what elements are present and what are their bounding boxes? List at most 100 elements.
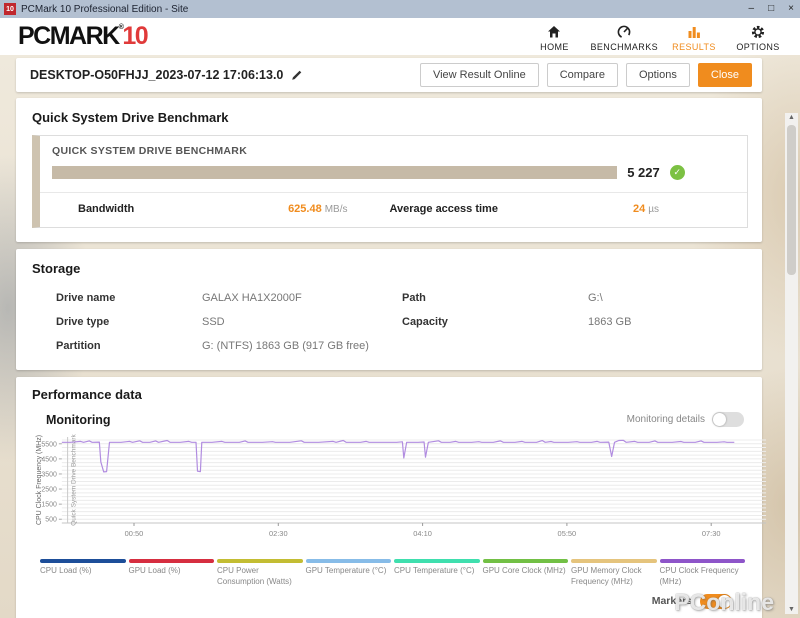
chart-legend: CPU Load (%) GPU Load (%) CPU Power Consum… [40, 559, 748, 588]
divider [40, 192, 747, 193]
toggle-knob [718, 594, 731, 608]
close-result-button[interactable]: Close [697, 63, 752, 87]
svg-text:02:30: 02:30 [269, 529, 288, 538]
monitoring-details-label: Monitoring details [626, 414, 705, 425]
field-label: Drive type [56, 316, 110, 328]
svg-text:4500: 4500 [41, 456, 57, 463]
legend-item[interactable]: GPU Memory Clock Frequency (MHz) [571, 559, 657, 588]
svg-text:07:30: 07:30 [702, 529, 721, 538]
markers-label: Markers [651, 595, 692, 608]
compare-button[interactable]: Compare [546, 63, 618, 87]
field-value: GALAX HA1X2000F [202, 292, 302, 304]
maximize-button[interactable]: □ [768, 3, 775, 14]
storage-grid: Drive name GALAX HA1X2000F Path G:\ Driv… [56, 286, 748, 358]
view-result-online-button[interactable]: View Result Online [419, 63, 539, 87]
logo-number: 10 [122, 22, 148, 50]
edit-pencil-icon[interactable] [291, 69, 303, 81]
svg-text:5500: 5500 [41, 441, 57, 448]
legend-item[interactable]: GPU Core Clock (MHz) [482, 559, 568, 588]
scroll-up-arrow[interactable]: ▲ [788, 114, 795, 121]
svg-text:3500: 3500 [41, 471, 57, 478]
metric-label: Average access time [389, 203, 498, 215]
registered-mark: ® [118, 24, 124, 31]
options-button[interactable]: Options [625, 63, 690, 87]
score-bar [52, 166, 618, 179]
window-titlebar: 10 PCMark 10 Professional Edition - Site… [0, 0, 800, 18]
gauge-icon [616, 24, 632, 40]
svg-text:2500: 2500 [41, 487, 57, 494]
legend-item[interactable]: CPU Power Consumption (Watts) [217, 559, 303, 588]
legend-swatch [305, 559, 391, 563]
metric-value: 625.48 MB/s [288, 203, 347, 215]
benchmark-card: Quick System Drive Benchmark QUICK SYSTE… [16, 98, 762, 242]
legend-swatch [128, 559, 214, 563]
monitoring-chart[interactable]: 500 1500 2500 3500 4500 5500 00:50 02:30 04:10 05… [32, 431, 767, 557]
legend-item[interactable]: CPU Load (%) [40, 559, 126, 588]
result-header: DESKTOP-O50FHJJ_2023-07-12 17:06:13.0 Vi… [16, 58, 762, 92]
svg-text:CPU Clock Frequency (MHz): CPU Clock Frequency (MHz) [36, 435, 43, 525]
legend-item[interactable]: GPU Temperature (°C) [305, 559, 391, 588]
scrollbar[interactable]: ▲ ▼ [785, 113, 798, 614]
nav-results[interactable]: RESULTS [666, 22, 722, 52]
legend-item[interactable]: GPU Load (%) [128, 559, 214, 588]
legend-swatch [217, 559, 303, 563]
field-label: Partition [56, 340, 101, 352]
metric-number: 625.48 [288, 203, 322, 215]
app-icon: 10 [4, 3, 16, 15]
storage-section-title: Storage [32, 261, 81, 276]
markers-toggle[interactable] [700, 593, 732, 609]
nav-home[interactable]: HOME [526, 22, 582, 52]
field-value: 1863 GB [588, 316, 632, 328]
home-icon [546, 24, 562, 40]
legend-item[interactable]: CPU Temperature (°C) [394, 559, 480, 588]
line-chart-svg[interactable]: 500 1500 2500 3500 4500 5500 00:50 02:30 04:10 05… [32, 431, 772, 557]
pcmark-logo: PCMARK ® 10 [18, 22, 149, 51]
legend-label: GPU Core Clock (MHz) [482, 566, 566, 575]
legend-label: CPU Power Consumption (Watts) [217, 566, 292, 586]
legend-swatch [482, 559, 568, 563]
logo-text: PCMARK [18, 22, 120, 50]
field-label: Drive name [56, 292, 116, 304]
svg-text:04:10: 04:10 [413, 529, 432, 538]
nav-label: RESULTS [672, 41, 716, 52]
monitoring-details-toggle[interactable] [712, 412, 744, 427]
nav-options[interactable]: OPTIONS [730, 22, 786, 52]
metric-value: 24 µs [633, 203, 659, 215]
field-value: SSD [202, 316, 225, 328]
nav-label: HOME [540, 41, 569, 52]
nav-label: BENCHMARKS [590, 41, 658, 52]
performance-section-title: Performance data [32, 387, 142, 402]
check-icon: ✓ [669, 165, 685, 180]
scroll-down-arrow[interactable]: ▼ [788, 606, 795, 613]
app-header: PCMARK ® 10 HOME BENCHMARKS RESULTS OPTION… [0, 18, 800, 55]
pconline-watermark: PConline [674, 589, 774, 615]
svg-text:Quick System Drive Benchmark: Quick System Drive Benchmark [71, 433, 78, 525]
gear-icon [750, 24, 766, 40]
bar-chart-icon [686, 24, 702, 40]
benchmark-card-title: QUICK SYSTEM DRIVE BENCHMARK [52, 145, 248, 157]
svg-text:500: 500 [45, 517, 57, 524]
metric-bandwidth: Bandwidth 625.48 MB/s [78, 203, 348, 215]
nav-benchmarks[interactable]: BENCHMARKS [590, 22, 658, 52]
close-window-button[interactable]: × [788, 3, 794, 14]
metric-unit: MB/s [324, 204, 348, 215]
main-nav: HOME BENCHMARKS RESULTS OPTIONS [526, 22, 786, 52]
legend-label: GPU Temperature (°C) [305, 566, 387, 575]
nav-label: OPTIONS [736, 41, 780, 52]
metric-number: 24 [632, 203, 646, 215]
result-title: DESKTOP-O50FHJJ_2023-07-12 17:06:13.0 [30, 68, 284, 82]
legend-swatch [571, 559, 657, 563]
legend-swatch [659, 559, 745, 563]
field-label: Path [402, 292, 426, 304]
minimize-button[interactable]: – [748, 3, 755, 14]
legend-swatch [394, 559, 480, 563]
monitoring-title: Monitoring [46, 412, 111, 427]
metric-access-time: Average access time 24 µs [390, 203, 660, 215]
scrollbar-thumb[interactable] [787, 125, 796, 275]
content-area: DESKTOP-O50FHJJ_2023-07-12 17:06:13.0 Vi… [0, 55, 800, 618]
legend-item[interactable]: CPU Clock Frequency (MHz) [659, 559, 745, 588]
metric-label: Bandwidth [78, 203, 135, 215]
svg-text:00:50: 00:50 [125, 529, 144, 538]
benchmark-result-box: QUICK SYSTEM DRIVE BENCHMARK 5 227 ✓ Ban… [32, 135, 748, 228]
window-title: PCMark 10 Professional Edition - Site [21, 3, 189, 15]
